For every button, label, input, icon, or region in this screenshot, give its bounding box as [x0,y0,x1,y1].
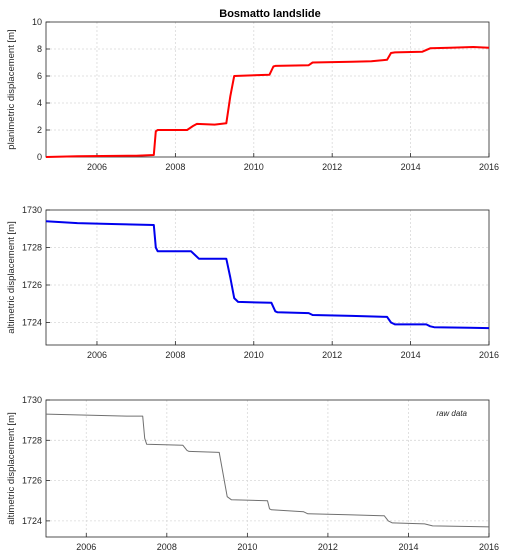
x-tick-label: 2014 [401,162,421,172]
series-line [45,46,490,158]
x-tick-label: 2012 [322,350,342,360]
x-tick-label: 2006 [76,542,96,550]
y-axis-label: altimetric displacement [m] [6,412,17,524]
x-tick-label: 2006 [87,350,107,360]
y-tick-label: 8 [37,44,42,54]
x-tick-label: 2008 [157,542,177,550]
y-tick-label: 1726 [22,280,42,290]
y-tick-label: 1726 [22,476,42,486]
x-tick-label: 2014 [401,350,421,360]
y-axis-label: altimetric displacement [m] [6,221,17,333]
x-tick-label: 2006 [87,162,107,172]
x-tick-label: 2008 [165,162,185,172]
y-tick-label: 0 [37,152,42,162]
x-tick-label: 2016 [479,162,499,172]
y-tick-label: 1730 [22,205,42,215]
x-tick-label: 2016 [479,542,499,550]
series-line [45,413,490,528]
raw-data-panel: 2006 2008 2010 2012 2014 2016 1724 1726 1728 1730… [6,395,499,550]
x-tick-label: 2010 [244,162,264,172]
x-tick-label: 2014 [398,542,418,550]
y-tick-label: 1724 [22,516,42,526]
y-tick-label: 10 [32,17,42,27]
y-tick-label: 1728 [22,243,42,253]
axes-box [45,21,490,158]
altimetric-panel: 2006 2008 2010 2012 2014 2016 1724 1726 1728 1730… [6,205,499,360]
y-tick-label: 1724 [22,318,42,328]
x-tick-label: 2016 [479,350,499,360]
x-tick-label: 2010 [237,542,257,550]
y-tick-label: 4 [37,98,42,108]
x-tick-label: 2010 [244,350,264,360]
y-tick-label: 2 [37,125,42,135]
x-tick-label: 2008 [165,350,185,360]
planimetric-panel: 2006 2008 2010 2012 2014 2016 0 2 4 6 8 10 planimetr… [6,17,499,172]
axes-box [45,209,490,346]
y-tick-label: 1730 [22,395,42,405]
x-tick-label: 2012 [318,542,338,550]
y-tick-label: 1728 [22,435,42,445]
axes-box [45,399,490,538]
chart-title: Bosmatto landslide [219,8,320,20]
raw-data-annotation: raw data [436,409,467,418]
y-axis-label: planimetric displacement [m] [6,29,17,149]
series-line [45,220,490,330]
x-tick-label: 2012 [322,162,342,172]
y-tick-label: 6 [37,71,42,81]
